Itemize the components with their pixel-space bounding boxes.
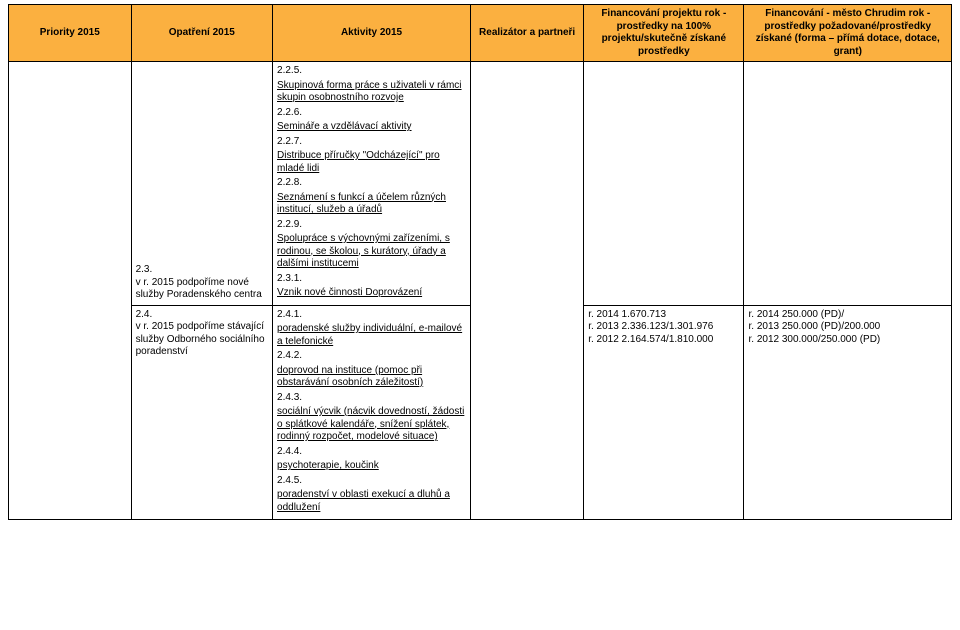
- finproj-l3: r. 2012 2.164.574/1.810.000: [588, 334, 739, 347]
- hdr-priority: Priority 2015: [9, 5, 132, 62]
- fincity-r2: r. 2013 250.000 (PD)/200.000: [748, 321, 947, 334]
- cell-fincity-1: [744, 62, 952, 306]
- a245-txt: poradenství v oblasti exekucí a dluhů a …: [277, 489, 466, 514]
- a242-num: 2.4.2.: [277, 350, 302, 361]
- cell-priority: [9, 62, 132, 520]
- a241-txt: poradenské služby individuální, e-mailov…: [277, 323, 466, 348]
- a225-txt: Skupinová forma práce s uživateli v rámc…: [277, 80, 466, 105]
- a243-txt: sociální výcvik (nácvik dovedností, žádo…: [277, 406, 466, 444]
- a226-num: 2.2.6.: [277, 107, 302, 118]
- m24-num: 2.4.: [136, 309, 268, 322]
- hdr-financing-project: Financování projektu rok - prostředky na…: [584, 5, 744, 62]
- a227-num: 2.2.7.: [277, 136, 302, 147]
- header-row: Priority 2015 Opatření 2015 Aktivity 201…: [9, 5, 952, 62]
- a231-num: 2.3.1.: [277, 273, 302, 284]
- cell-realizator: [471, 62, 584, 520]
- hdr-realizator: Realizátor a partneři: [471, 5, 584, 62]
- cell-fincity-2: r. 2014 250.000 (PD)/ r. 2013 250.000 (P…: [744, 305, 952, 520]
- cell-measure-24: 2.4. v r. 2015 podpoříme stávající služb…: [131, 305, 272, 520]
- a242-txt: doprovod na instituce (pomoc při obstará…: [277, 365, 466, 390]
- hdr-aktivity: Aktivity 2015: [273, 5, 471, 62]
- a244-txt: psychoterapie, koučink: [277, 460, 466, 473]
- a227-txt: Distribuce příručky "Odcházející" pro ml…: [277, 150, 466, 175]
- main-table: Priority 2015 Opatření 2015 Aktivity 201…: [8, 4, 952, 520]
- a244-num: 2.4.4.: [277, 446, 302, 457]
- cell-finproj-2: r. 2014 1.670.713 r. 2013 2.336.123/1.30…: [584, 305, 744, 520]
- page: Priority 2015 Opatření 2015 Aktivity 201…: [0, 0, 960, 630]
- a231-txt: Vznik nové činnosti Doprovázení: [277, 287, 466, 300]
- a229-num: 2.2.9.: [277, 219, 302, 230]
- a228-num: 2.2.8.: [277, 177, 302, 188]
- m23-txt: v r. 2015 podpoříme nové služby Poradens…: [136, 277, 268, 302]
- fincity-r3: r. 2012 300.000/250.000 (PD): [748, 334, 947, 347]
- m23-num: 2.3.: [136, 264, 268, 277]
- a228-txt: Seznámení s funkcí a účelem různých inst…: [277, 192, 466, 217]
- a226-txt: Semináře a vzdělávací aktivity: [277, 121, 466, 134]
- fincity-r1: r. 2014 250.000 (PD)/: [748, 309, 947, 322]
- a243-num: 2.4.3.: [277, 392, 302, 403]
- cell-finproj-1: [584, 62, 744, 306]
- a229-txt: Spolupráce s výchovnými zařízeními, s ro…: [277, 233, 466, 271]
- cell-activities-24x: 2.4.1. poradenské služby individuální, e…: [273, 305, 471, 520]
- finproj-l1: r. 2014 1.670.713: [588, 309, 739, 322]
- finproj-l2: r. 2013 2.336.123/1.301.976: [588, 321, 739, 334]
- hdr-opatreni: Opatření 2015: [131, 5, 272, 62]
- a245-num: 2.4.5.: [277, 475, 302, 486]
- body-row-1: 2.3. v r. 2015 podpoříme nové služby Por…: [9, 62, 952, 306]
- m24-txt: v r. 2015 podpoříme stávající služby Odb…: [136, 321, 268, 359]
- cell-activities-22x: 2.2.5. Skupinová forma práce s uživateli…: [273, 62, 471, 306]
- a225-num: 2.2.5.: [277, 65, 302, 76]
- a241-num: 2.4.1.: [277, 309, 302, 320]
- cell-measure-23: 2.3. v r. 2015 podpoříme nové služby Por…: [131, 62, 272, 306]
- hdr-financing-city: Financování - město Chrudim rok - prostř…: [744, 5, 952, 62]
